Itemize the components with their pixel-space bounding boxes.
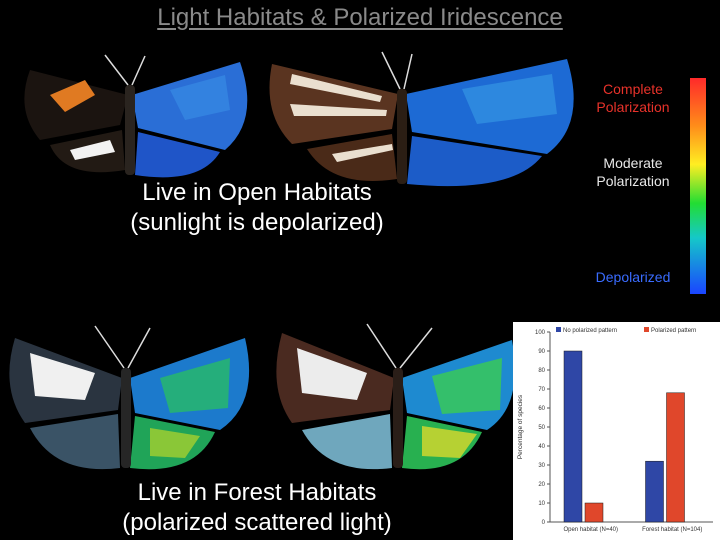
legend-swatch [644, 327, 649, 332]
y-tick-label: 50 [538, 425, 545, 431]
legend-swatch [556, 327, 561, 332]
forest-habitat-caption: Live in Forest Habitats (polarized scatt… [92, 478, 422, 538]
open-habitat-caption: Live in Open Habitats (sunlight is depol… [102, 178, 412, 238]
slide-title: Light Habitats & Polarized Iridescence [157, 4, 563, 31]
open-caption-line2: (sunlight is depolarized) [130, 209, 384, 236]
moderate-polarization-label: Moderate Polarization [578, 154, 688, 190]
depolarized-label: Depolarized [595, 269, 671, 285]
y-tick-label: 90 [538, 349, 545, 355]
polarization-color-scale [690, 78, 706, 294]
legend-label: Polarized pattern [651, 328, 696, 334]
open-caption-line1: Live in Open Habitats [142, 179, 372, 206]
bar [645, 460, 664, 523]
habitat-bar-chart: 0 10 20 30 40 50 60 70 80 90 100 Percentage of spec… [513, 322, 720, 540]
y-tick-label: 80 [538, 368, 545, 374]
complete-polarization-label: Complete Polarization [578, 80, 688, 116]
moderate-label-line2: Polarization [596, 173, 670, 189]
butterfly-open-2-icon [269, 51, 574, 187]
moderate-label-line1: Moderate [603, 155, 663, 171]
bar [563, 350, 583, 523]
y-tick-label: 30 [538, 463, 545, 469]
y-tick-label: 10 [538, 501, 545, 507]
bar [584, 502, 604, 523]
x-category-label: Forest habitat (N=104) [642, 527, 702, 533]
y-tick-label: 40 [538, 444, 545, 450]
butterfly-forest-1-icon [9, 325, 250, 470]
y-tick-label: 100 [535, 330, 546, 336]
y-tick-label: 70 [538, 387, 545, 393]
y-tick-label: 20 [538, 482, 545, 488]
x-category-label: Open habitat (N=40) [563, 527, 618, 533]
complete-label-line1: Complete [603, 81, 663, 97]
legend-label: No polarized pattern [563, 328, 617, 334]
butterfly-forest-2-icon [276, 323, 515, 470]
y-tick-label: 0 [542, 520, 546, 526]
chart-svg: 0 10 20 30 40 50 60 70 80 90 100 Percentage of spec… [517, 327, 713, 533]
complete-label-line2: Polarization [596, 99, 670, 115]
butterfly-open-1-icon [24, 54, 248, 178]
forest-caption-line2: (polarized scattered light) [122, 509, 392, 536]
y-tick-label: 60 [538, 406, 545, 412]
y-axis-label: Percentage of species [517, 394, 524, 459]
bar [666, 392, 685, 523]
forest-caption-line1: Live in Forest Habitats [137, 479, 377, 506]
